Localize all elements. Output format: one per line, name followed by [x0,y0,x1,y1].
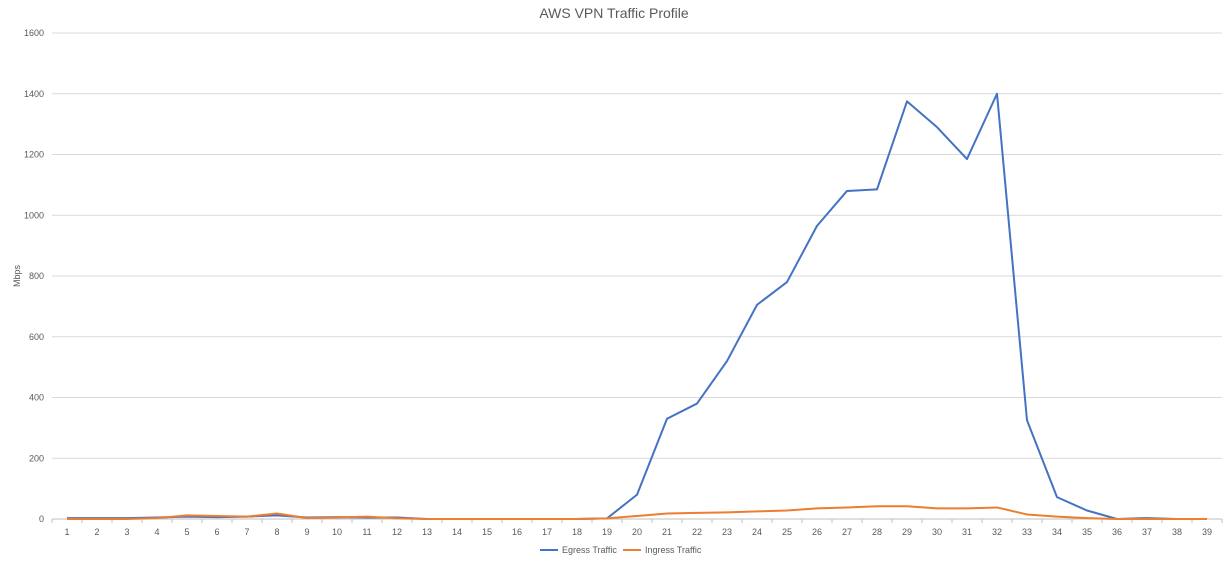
series-ingress-traffic [67,505,1207,520]
y-tick-label: 1200 [24,150,44,160]
x-tick-label: 38 [1172,527,1182,537]
x-tick-label: 11 [362,527,371,537]
x-tick-label: 29 [902,527,912,537]
x-tick-label: 5 [184,527,189,537]
x-tick-label: 14 [452,527,462,537]
y-tick-label: 400 [29,393,44,403]
x-tick-label: 15 [482,527,492,537]
x-tick-label: 32 [992,527,1002,537]
y-axis-ticks: 0 200 400 600 800 1000 1200 1400 1600 [24,28,44,524]
x-tick-label: 2 [94,527,99,537]
x-tick-label: 37 [1142,527,1152,537]
x-tick-label: 19 [602,527,612,537]
chart-title: AWS VPN Traffic Profile [539,5,689,21]
x-tick-label: 9 [304,527,309,537]
x-tick-label: 7 [244,527,249,537]
x-tick-label: 16 [512,527,522,537]
x-tick-label: 36 [1112,527,1122,537]
x-tick-label: 34 [1052,527,1062,537]
x-tick-label: 4 [154,527,159,537]
x-tick-label: 13 [422,527,432,537]
x-tick-label: 6 [214,527,219,537]
gridlines [52,32,1222,459]
y-axis-label: Mbps [12,265,22,288]
y-tick-label: 200 [29,453,44,463]
series-line [67,505,1207,520]
x-tick-label: 24 [752,527,762,537]
series-egress-traffic [67,92,1207,520]
x-tick-label: 10 [332,527,342,537]
y-tick-label: 800 [29,271,44,281]
x-tick-label: 35 [1082,527,1092,537]
series [67,92,1207,520]
legend: Egress Traffic Ingress Traffic [540,545,702,555]
x-tick-label: 33 [1022,527,1032,537]
y-tick-label: 600 [29,332,44,342]
x-tick-label: 26 [812,527,822,537]
legend-label: Egress Traffic [562,545,617,555]
legend-item: Egress Traffic [540,545,617,555]
x-tick-label: 39 [1202,527,1212,537]
x-tick-label: 18 [572,527,582,537]
y-tick-label: 1400 [24,89,44,99]
x-tick-label: 23 [722,527,732,537]
x-tick-label: 31 [962,527,972,537]
x-tick-label: 1 [64,527,69,537]
x-tick-label: 17 [542,527,552,537]
x-tick-label: 21 [662,527,672,537]
y-tick-label: 1600 [24,28,44,38]
y-tick-label: 0 [39,514,44,524]
y-tick-label: 1000 [24,210,44,220]
legend-label: Ingress Traffic [645,545,702,555]
series-line [67,92,1207,520]
x-tick-label: 25 [782,527,792,537]
x-tick-label: 20 [632,527,642,537]
x-tick-label: 12 [392,527,402,537]
x-tick-label: 28 [872,527,882,537]
x-tick-label: 8 [274,527,279,537]
x-tick-label: 22 [692,527,702,537]
x-tick-label: 30 [932,527,942,537]
x-tick-label: 3 [124,527,129,537]
x-axis-ticks: 1 2 3 4 5 6 7 8 9 10 11 12 13 14 15 16 17 18 19 20 21 22 23 24 2… [51,519,1223,537]
x-tick-label: 27 [842,527,852,537]
legend-item: Ingress Traffic [623,545,702,555]
